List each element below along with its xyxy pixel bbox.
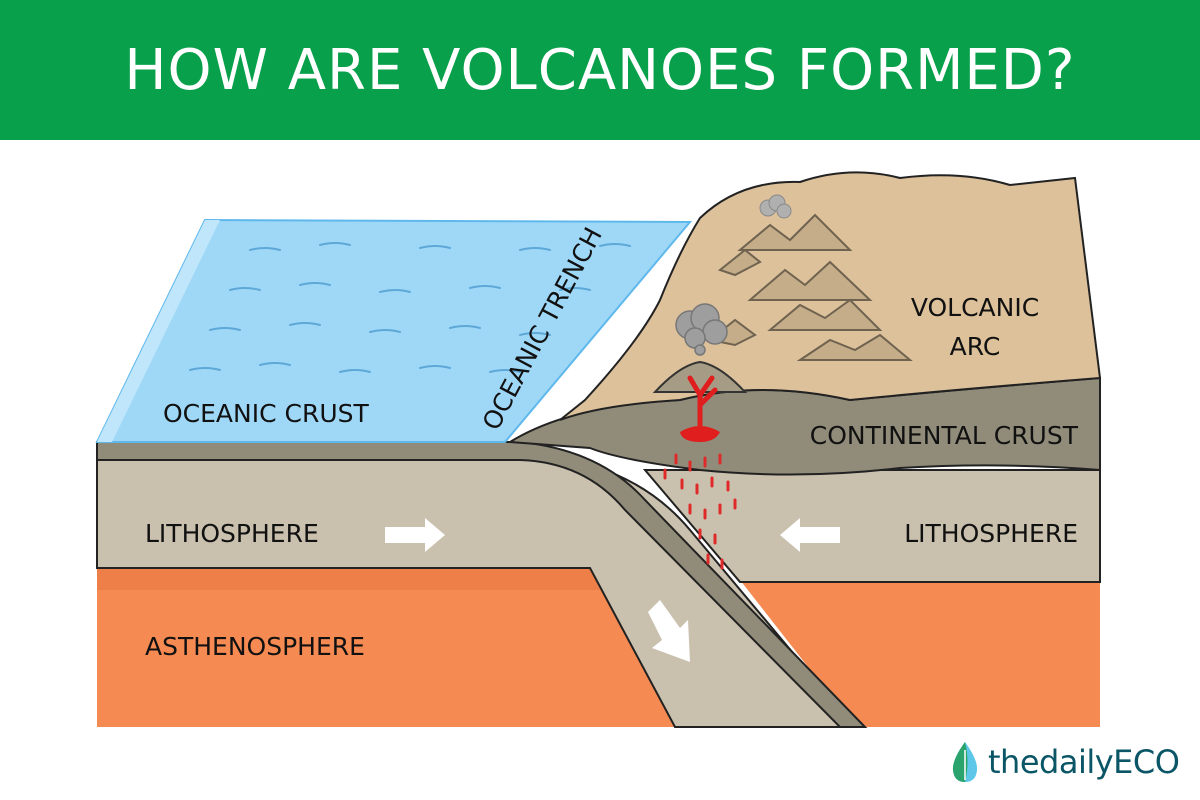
- continental-lithosphere: [642, 469, 1101, 583]
- subducting-crust-band: [96, 441, 868, 728]
- asthenosphere-shadow: [97, 568, 600, 590]
- asthenosphere-layer: [97, 568, 675, 727]
- brand-name: thedailyECO: [988, 743, 1180, 781]
- oceanic-crust-label: OCEANIC CRUST: [163, 399, 370, 428]
- continental-crust-label: CONTINENTAL CRUST: [810, 421, 1079, 450]
- subduction-diagram: OCEANIC CRUST OCEANIC TRENCH VOLCANIC AR…: [95, 171, 1102, 728]
- magma-conduit: [687, 375, 718, 433]
- volcanic-arc-label-line2: ARC: [950, 332, 1001, 361]
- ocean-waves: [189, 242, 631, 373]
- page-title: HOW ARE VOLCANOES FORMED?: [124, 37, 1076, 103]
- lithosphere-right-label: LITHOSPHERE: [904, 519, 1078, 548]
- magma-droplets: [663, 453, 737, 570]
- volcanic-arc-label-line1: VOLCANIC: [911, 293, 1039, 322]
- oceanic-crust-label-bg: [150, 390, 460, 434]
- brand-logo[interactable]: thedailyECO: [950, 738, 1180, 786]
- arrow-right-icon: [385, 518, 445, 552]
- magma-chamber: [680, 426, 720, 442]
- arrow-down-right-icon: [648, 600, 690, 662]
- asthenosphere-label: ASTHENOSPHERE: [145, 632, 365, 661]
- ash-cloud-small-icon: [759, 194, 792, 219]
- title-banner: HOW ARE VOLCANOES FORMED?: [0, 0, 1200, 140]
- ash-cloud-icon: [675, 303, 728, 356]
- volcano-cone: [652, 360, 748, 393]
- water-drop-leaf-icon: [952, 742, 978, 782]
- mountain-range: [707, 213, 913, 361]
- arrow-left-icon: [780, 518, 840, 552]
- ocean-edge: [97, 220, 220, 442]
- lithosphere-left-label: LITHOSPHERE: [145, 519, 319, 548]
